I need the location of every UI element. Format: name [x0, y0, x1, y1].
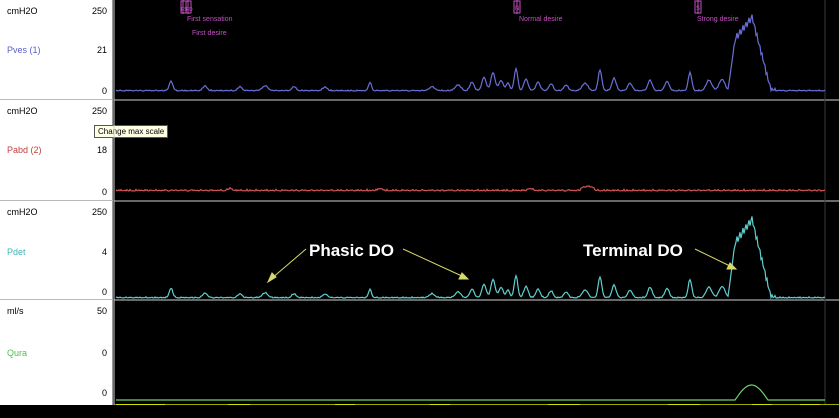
- pdet-trace: [115, 216, 826, 300]
- channel-name: Pabd (2): [7, 145, 42, 155]
- event-marker-strong-desire[interactable]: S Strong desire: [694, 0, 739, 23]
- channel-label-column: cmH2O 250 Pves (1) 21 0 cmH2O 250 Pabd (…: [0, 0, 113, 405]
- arrow-head: [266, 272, 277, 284]
- pves-trace: [115, 14, 826, 93]
- channel-name: Pves (1): [7, 45, 41, 55]
- unit-label: ml/s: [7, 306, 24, 316]
- arrow-phasic-left: [270, 248, 307, 280]
- unit-label: cmH2O: [7, 6, 38, 16]
- max-scale-value[interactable]: 250: [91, 106, 107, 116]
- marker-label: Strong desire: [697, 16, 739, 23]
- arrow-terminal: [694, 248, 733, 268]
- annotation-arrows: [266, 248, 738, 284]
- marker-code: FD: [186, 7, 193, 13]
- mid-scale-value: 0: [101, 348, 107, 358]
- marker-code: FS: [181, 7, 188, 13]
- max-scale-value[interactable]: 250: [91, 6, 107, 16]
- qura-trace: [116, 384, 825, 401]
- annotation-phasic-do: Phasic DO: [309, 241, 394, 260]
- pabd-trace: [115, 185, 826, 192]
- event-marker-normal-desire[interactable]: N Normal desire: [513, 0, 563, 23]
- panel-dividers: [113, 0, 839, 406]
- zero-value: 0: [101, 287, 107, 297]
- channel-name: Qura: [7, 348, 28, 358]
- annotation-terminal-do: Terminal DO: [583, 241, 683, 260]
- marker-label: First desire: [192, 30, 227, 37]
- event-marker-first-desire[interactable]: FD First desire: [185, 0, 227, 37]
- zero-value: 0: [101, 187, 107, 197]
- zero-value: 0: [101, 86, 107, 96]
- bottom-strip: [0, 405, 839, 418]
- arrow-head: [458, 272, 470, 280]
- zero-value: 0: [101, 388, 107, 398]
- mid-scale-value: 18: [96, 145, 107, 155]
- arrow-phasic-right: [402, 248, 465, 278]
- unit-label: cmH2O: [7, 106, 38, 116]
- unit-label: cmH2O: [7, 207, 38, 217]
- arrow-head: [726, 262, 738, 270]
- marker-code: S: [696, 6, 700, 12]
- marker-code: N: [515, 6, 519, 12]
- channel-name: Pdet: [7, 247, 26, 257]
- max-scale-value[interactable]: 250: [91, 207, 107, 217]
- mid-scale-value: 21: [96, 45, 107, 55]
- channel-label-pdet[interactable]: cmH2O 250 Pdet 4 0: [0, 201, 113, 300]
- channel-label-pabd[interactable]: cmH2O 250 Pabd (2) 18 0: [0, 100, 113, 201]
- marker-label: First sensation: [187, 16, 233, 23]
- marker-label: Normal desire: [519, 16, 563, 23]
- tooltip-change-max-scale: Change max scale: [94, 125, 169, 138]
- max-scale-value[interactable]: 50: [96, 306, 107, 316]
- channel-label-qura[interactable]: ml/s 50 Qura 0 0: [0, 300, 113, 405]
- mid-scale-value: 4: [101, 247, 107, 257]
- channel-label-pves[interactable]: cmH2O 250 Pves (1) 21 0: [0, 0, 113, 100]
